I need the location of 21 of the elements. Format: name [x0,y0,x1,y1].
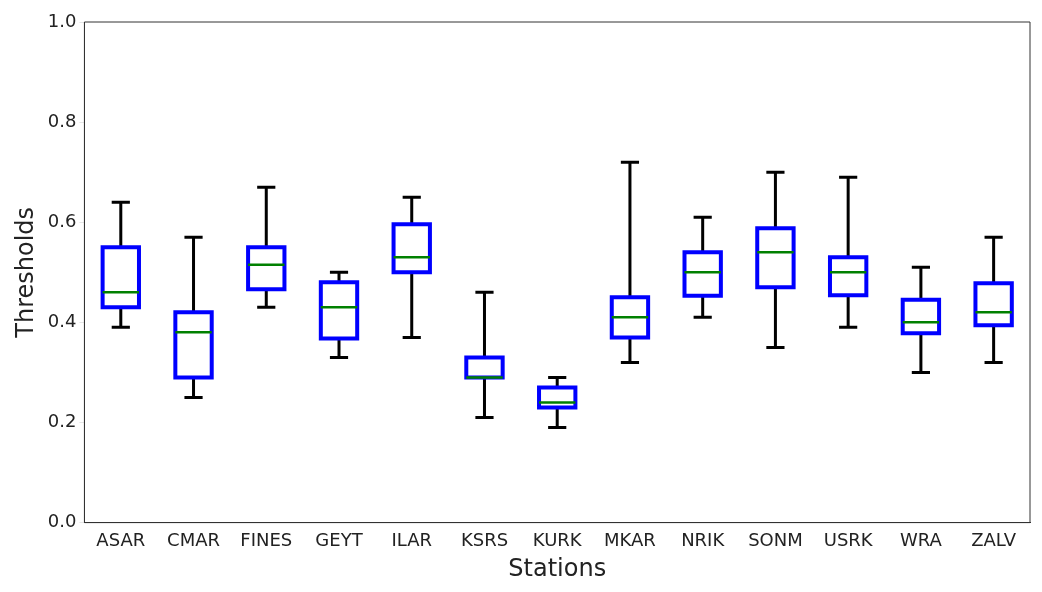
y-tick-label: 1.0 [47,9,77,31]
y-tick-label: 0.8 [47,109,77,131]
x-tick-label: ILAR [391,529,433,551]
x-tick-label: KURK [532,529,583,551]
x-tick-label: SONM [748,529,803,551]
x-tick-label: KSRS [460,529,509,551]
x-tick-label: GEYT [315,529,364,551]
x-axis-title: Stations [508,553,607,582]
x-tick-label: MKAR [604,529,656,551]
y-tick-label: 0.6 [47,209,77,231]
x-tick-label: NRIK [681,529,726,551]
y-tick-label: 0.2 [47,410,77,432]
x-tick-label: USRK [823,529,874,551]
y-tick-label: 0.0 [47,510,77,532]
x-tick-label: ASAR [96,529,146,551]
x-tick-label: WRA [899,529,943,551]
x-tick-label: CMAR [167,529,220,551]
y-tick-label: 0.4 [47,310,77,332]
x-tick-label: ZALV [971,529,1017,551]
y-axis-title: Thresholds [10,206,39,339]
x-tick-label: FINES [240,529,293,551]
